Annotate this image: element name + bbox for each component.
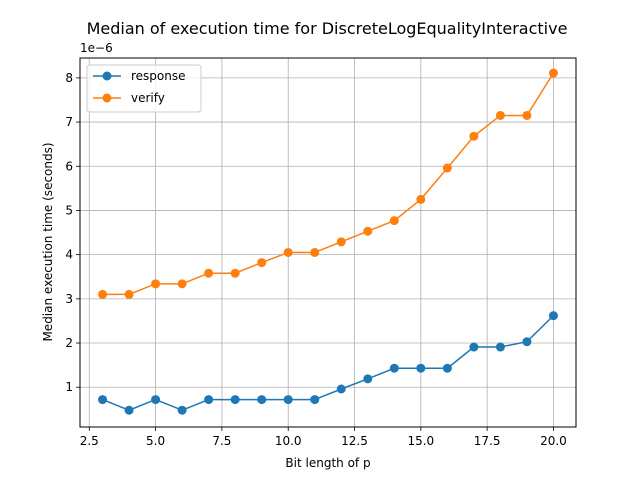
- data-point-verify: [230, 268, 240, 278]
- x-tick-label: 15.0: [407, 434, 434, 448]
- data-point-verify: [336, 237, 346, 247]
- legend-label-response: response: [131, 69, 186, 83]
- data-point-response: [336, 384, 346, 394]
- data-point-verify: [389, 216, 399, 226]
- y-tick-label: 3: [65, 292, 73, 306]
- data-point-verify: [495, 110, 505, 120]
- data-point-verify: [283, 247, 293, 257]
- data-point-verify: [363, 226, 373, 236]
- data-point-response: [522, 337, 532, 347]
- data-point-verify: [469, 131, 479, 141]
- y-axis: 1 2 3 4 5 6 7 8: [65, 71, 80, 394]
- legend-label-verify: verify: [131, 91, 165, 105]
- series-line-response: [102, 315, 554, 411]
- data-point-verify: [124, 289, 134, 299]
- data-point-response: [98, 395, 108, 405]
- legend: response verify: [86, 64, 202, 113]
- data-point-response: [151, 395, 161, 405]
- y-tick-label: 6: [65, 159, 73, 173]
- data-point-verify: [257, 258, 267, 268]
- y-tick-label: 5: [65, 203, 73, 217]
- x-axis: 2.5 5.0 7.5 10.0 12.5 15.0 17.5 20.0: [80, 427, 567, 448]
- y-scale-label: 1e−6: [80, 41, 113, 55]
- data-point-verify: [548, 68, 558, 78]
- x-tick-label: 10.0: [275, 434, 302, 448]
- x-tick-label: 7.5: [212, 434, 231, 448]
- data-point-response: [363, 374, 373, 384]
- data-point-verify: [98, 289, 108, 299]
- series-verify: [98, 68, 558, 299]
- data-point-response: [442, 363, 452, 373]
- data-point-response: [257, 395, 267, 405]
- data-point-verify: [204, 268, 214, 278]
- data-point-response: [283, 395, 293, 405]
- y-tick-label: 2: [65, 336, 73, 350]
- x-tick-label: 12.5: [341, 434, 368, 448]
- series-group: [98, 68, 558, 415]
- data-point-verify: [416, 194, 426, 204]
- data-point-response: [124, 405, 134, 415]
- y-axis-label: Median execution time (seconds): [41, 142, 55, 341]
- legend-marker-verify: [102, 93, 112, 103]
- data-point-response: [204, 395, 214, 405]
- data-point-response: [495, 342, 505, 352]
- data-point-response: [548, 311, 558, 321]
- y-tick-label: 4: [65, 248, 73, 262]
- data-point-response: [469, 342, 479, 352]
- x-tick-label: 17.5: [474, 434, 501, 448]
- data-point-response: [230, 395, 240, 405]
- chart-title: Median of execution time for DiscreteLog…: [87, 19, 568, 38]
- data-point-verify: [151, 279, 161, 289]
- y-tick-label: 8: [65, 71, 73, 85]
- data-point-response: [177, 405, 187, 415]
- y-tick-label: 1: [65, 380, 73, 394]
- y-tick-label: 7: [65, 115, 73, 129]
- data-point-verify: [310, 247, 320, 257]
- data-point-verify: [442, 163, 452, 173]
- data-point-response: [416, 363, 426, 373]
- data-point-verify: [522, 110, 532, 120]
- grid: [80, 58, 576, 427]
- x-tick-label: 5.0: [146, 434, 165, 448]
- x-axis-label: Bit length of p: [285, 456, 370, 470]
- x-tick-label: 20.0: [540, 434, 567, 448]
- x-tick-label: 2.5: [80, 434, 99, 448]
- legend-marker-response: [102, 71, 112, 81]
- series-response: [98, 311, 558, 415]
- data-point-response: [310, 395, 320, 405]
- data-point-response: [389, 363, 399, 373]
- plot-area-frame: [79, 57, 577, 428]
- data-point-verify: [177, 279, 187, 289]
